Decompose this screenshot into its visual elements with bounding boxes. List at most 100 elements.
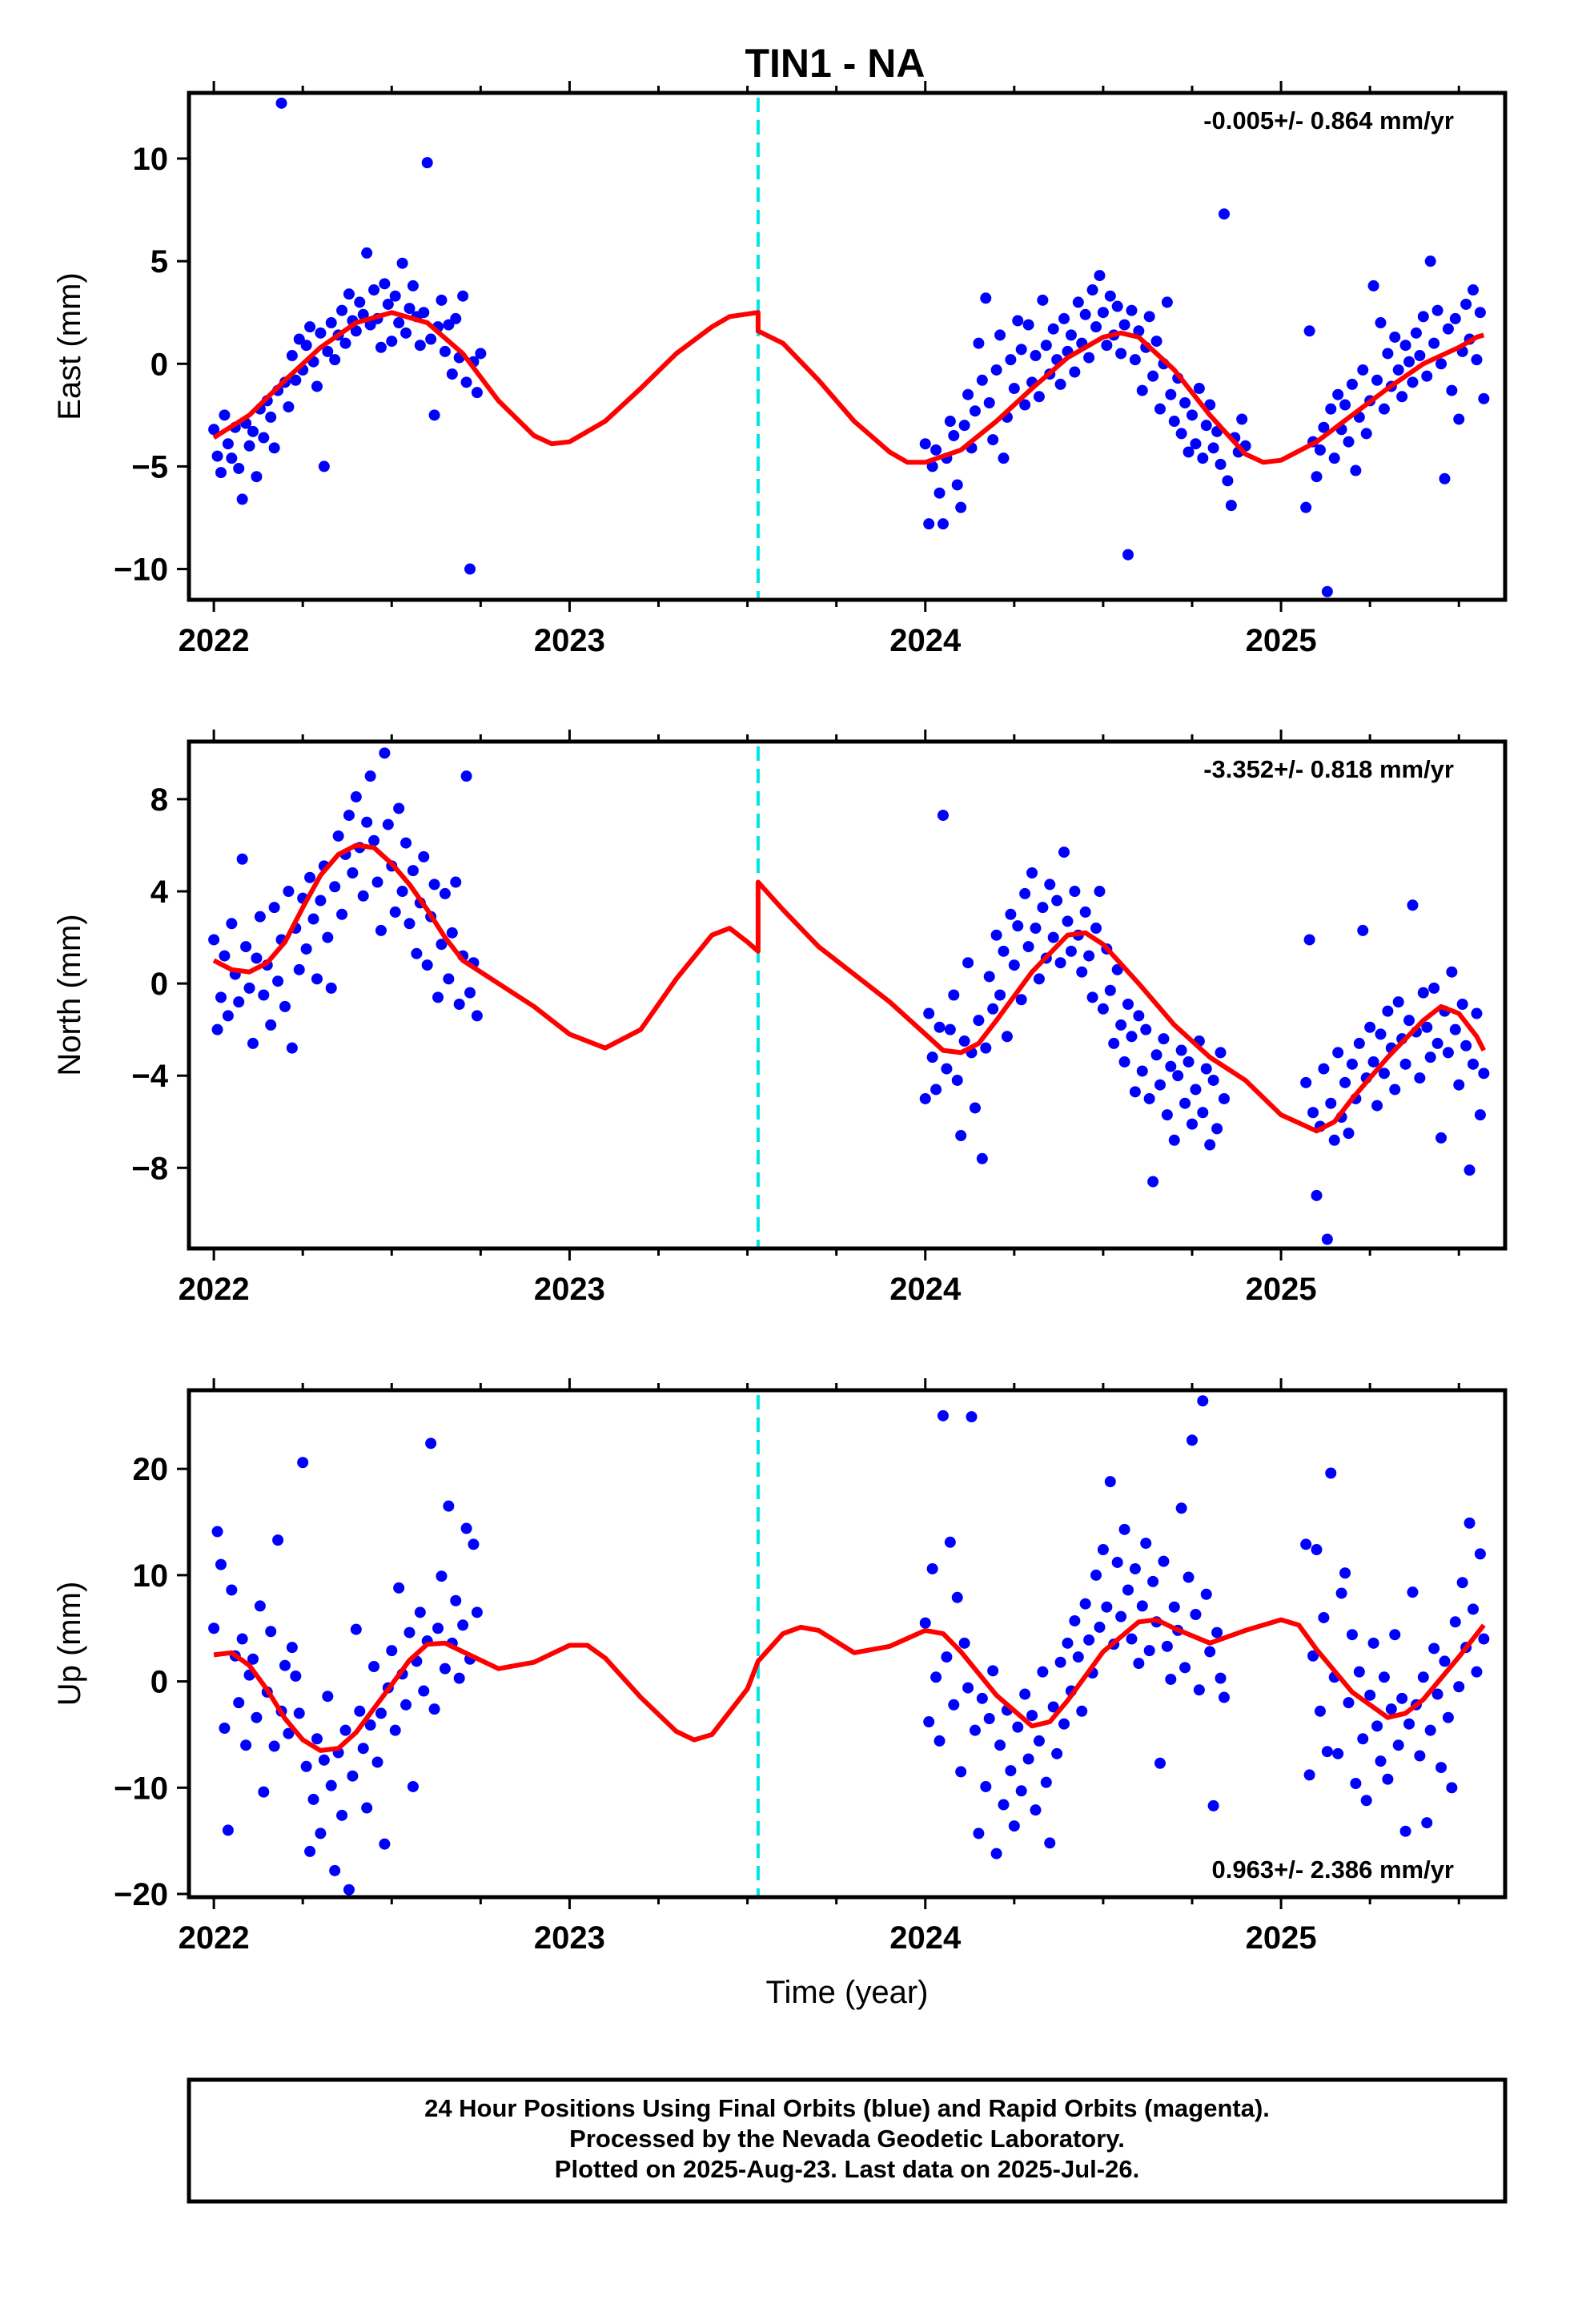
panel-2-y-tick-label-1: −4 bbox=[131, 1059, 168, 1094]
panel-2-point-144 bbox=[1165, 1060, 1177, 1072]
panel-1-point-75 bbox=[475, 348, 487, 360]
panel-2-point-190 bbox=[1407, 899, 1419, 911]
panel-2-point-139 bbox=[1147, 1176, 1159, 1188]
panel-1-point-34 bbox=[329, 354, 341, 366]
panel-1-point-132 bbox=[1118, 319, 1130, 331]
panel-2-point-94 bbox=[987, 1003, 999, 1015]
panel-2-point-56 bbox=[407, 865, 419, 877]
panel-2-point-18 bbox=[272, 975, 284, 987]
panel-2-point-137 bbox=[1140, 1023, 1152, 1035]
panel-1-point-96 bbox=[990, 364, 1002, 376]
panel-2-point-140 bbox=[1150, 1049, 1162, 1061]
panel-2-point-89 bbox=[969, 1102, 981, 1114]
panel-2-point-176 bbox=[1357, 924, 1369, 936]
panel-3-point-112 bbox=[1051, 1747, 1063, 1759]
panel-1-point-198 bbox=[1410, 327, 1422, 339]
panel-1-point-76 bbox=[919, 438, 931, 450]
panel-3-point-181 bbox=[1375, 1755, 1387, 1767]
panel-3-point-164 bbox=[1314, 1705, 1326, 1717]
panel-3-y-tick-label-1: −10 bbox=[114, 1771, 168, 1806]
panel-3-point-91 bbox=[976, 1692, 988, 1704]
panel-2-point-62 bbox=[428, 879, 440, 891]
panel-3-x-tick-label-2: 2024 bbox=[889, 1920, 962, 1956]
panel-2-point-112 bbox=[1051, 895, 1063, 907]
panel-1-point-135 bbox=[1129, 354, 1141, 366]
panel-2-point-198 bbox=[1435, 1132, 1447, 1144]
panel-3-point-32 bbox=[322, 1691, 334, 1703]
panel-3-point-210 bbox=[1478, 1633, 1490, 1645]
panel-1-point-23 bbox=[290, 374, 302, 386]
panel-1-y-tick-label-1: −5 bbox=[131, 449, 168, 485]
panel-2-point-159 bbox=[1218, 1092, 1230, 1104]
panel-1-point-78 bbox=[926, 460, 938, 472]
panel-3-point-135 bbox=[1133, 1658, 1145, 1670]
panel-1-point-16 bbox=[265, 411, 277, 423]
panel-3-point-145 bbox=[1168, 1601, 1180, 1613]
panel-2-point-5 bbox=[226, 918, 238, 930]
panel-1-point-118 bbox=[1069, 366, 1081, 378]
panel-2-point-51 bbox=[389, 906, 401, 918]
panel-1-point-107 bbox=[1030, 350, 1042, 362]
panel-2-point-169 bbox=[1332, 1047, 1344, 1059]
panel-3-point-23 bbox=[290, 1670, 302, 1682]
panel-1-point-10 bbox=[243, 440, 255, 452]
panel-2-point-151 bbox=[1190, 1084, 1202, 1096]
panel-1-point-175 bbox=[1328, 452, 1340, 464]
panel-1-point-67 bbox=[446, 368, 458, 380]
panel-3-point-147 bbox=[1175, 1502, 1187, 1514]
panel-3-y-tick-label-2: 0 bbox=[151, 1665, 168, 1700]
panel-3-point-180 bbox=[1371, 1720, 1383, 1732]
panel-2-point-196 bbox=[1428, 982, 1440, 994]
panel-2-point-123 bbox=[1090, 923, 1102, 935]
panel-2-point-28 bbox=[307, 913, 319, 925]
panel-1-point-159 bbox=[1215, 458, 1227, 470]
panel-2-point-44 bbox=[364, 770, 376, 782]
panel-3-point-144 bbox=[1165, 1673, 1177, 1685]
panel-2-point-181 bbox=[1375, 1028, 1387, 1040]
panel-3-point-186 bbox=[1392, 1739, 1404, 1751]
panel-3-point-177 bbox=[1360, 1795, 1372, 1807]
panel-2-point-175 bbox=[1353, 1037, 1365, 1049]
panel-3-point-54 bbox=[400, 1699, 412, 1711]
panel-1-point-110 bbox=[1040, 340, 1052, 352]
panel-2-point-24 bbox=[293, 963, 305, 975]
panel-1-point-26 bbox=[300, 340, 312, 352]
panel-3-point-190 bbox=[1407, 1586, 1419, 1598]
panel-2-point-1 bbox=[211, 1023, 223, 1035]
panel-1-point-48 bbox=[379, 278, 391, 290]
panel-1-point-53 bbox=[396, 257, 408, 269]
panel-2-point-4 bbox=[222, 1010, 234, 1022]
panel-3-point-120 bbox=[1079, 1598, 1091, 1610]
panel-2-point-14 bbox=[258, 989, 270, 1001]
panel-2-point-138 bbox=[1143, 1092, 1155, 1104]
panel-3-point-151 bbox=[1190, 1609, 1202, 1621]
panel-1-point-74 bbox=[471, 387, 483, 399]
panel-3-point-133 bbox=[1126, 1633, 1138, 1645]
panel-1-point-79 bbox=[930, 444, 942, 456]
panel-3-point-39 bbox=[347, 1770, 359, 1782]
panel-3-point-117 bbox=[1069, 1614, 1081, 1626]
panel-2-point-209 bbox=[1474, 1109, 1486, 1121]
panel-3-point-189 bbox=[1403, 1718, 1415, 1730]
panel-1-point-217 bbox=[1478, 392, 1490, 404]
chart-title: TIN1 - NA bbox=[745, 41, 926, 86]
panel-1-point-37 bbox=[339, 337, 351, 349]
panel-3-point-56 bbox=[407, 1780, 419, 1792]
panel-3-point-62 bbox=[428, 1703, 440, 1715]
panel-1-point-58 bbox=[414, 340, 426, 352]
panel-3-point-192 bbox=[1414, 1750, 1426, 1762]
panel-1-point-209 bbox=[1449, 312, 1461, 324]
panel-3-point-185 bbox=[1389, 1629, 1401, 1641]
panel-3-point-21 bbox=[283, 1727, 295, 1739]
panel-2-point-117 bbox=[1069, 886, 1081, 898]
panel-1-point-104 bbox=[1019, 399, 1031, 411]
panel-3-point-142 bbox=[1158, 1555, 1170, 1567]
panel-3-point-61 bbox=[425, 1437, 437, 1449]
panel-3-point-153 bbox=[1197, 1395, 1209, 1407]
panel-1-point-22 bbox=[286, 350, 298, 362]
panel-2-point-157 bbox=[1211, 1123, 1223, 1135]
panel-2-point-103 bbox=[1019, 887, 1031, 899]
panel-3-point-0 bbox=[208, 1622, 220, 1634]
panel-2-x-tick-label-2: 2024 bbox=[889, 1272, 962, 1307]
panel-3-point-206 bbox=[1464, 1517, 1476, 1529]
